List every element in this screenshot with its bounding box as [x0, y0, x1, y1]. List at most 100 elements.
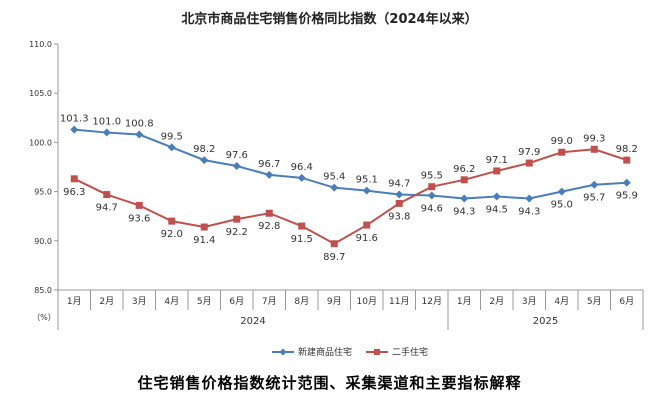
data-label: 96.3: [63, 187, 85, 198]
data-label: 96.2: [453, 164, 475, 175]
legend-label: 二手住宅: [392, 346, 428, 358]
x-tick-label: 3月: [522, 296, 537, 307]
data-point: [70, 175, 78, 183]
data-point: [233, 215, 241, 223]
data-label: 100.8: [125, 119, 154, 130]
x-tick-label: 11月: [389, 296, 409, 307]
data-point: [590, 180, 599, 189]
x-tick-label: 6月: [619, 296, 634, 307]
data-label: 91.5: [291, 234, 313, 245]
data-point: [167, 143, 176, 152]
data-label: 97.9: [518, 147, 540, 158]
x-tick-label: 8月: [294, 296, 309, 307]
legend-marker: [374, 349, 380, 355]
x-tick-label: 5月: [587, 296, 602, 307]
data-point: [135, 130, 144, 139]
data-label: 97.1: [486, 155, 508, 166]
data-point: [232, 162, 241, 171]
caption-link[interactable]: 住宅销售价格指数统计范围、采集渠道和主要指标解释: [137, 374, 522, 392]
data-point: [265, 209, 273, 217]
x-tick-label: 3月: [132, 296, 147, 307]
data-label: 95.5: [421, 171, 443, 182]
data-label: 99.5: [161, 131, 183, 142]
data-label: 92.2: [226, 227, 248, 238]
data-point: [200, 156, 209, 165]
x-tick-label: 10月: [357, 296, 377, 307]
data-label: 89.7: [323, 252, 345, 263]
data-point: [330, 240, 338, 248]
x-tick-label: 12月: [422, 296, 442, 307]
y-tick-label: 85.0: [34, 286, 52, 295]
legend-label: 新建商品住宅: [298, 346, 352, 358]
data-label: 94.3: [518, 206, 540, 217]
x-tick-label: 2月: [99, 296, 114, 307]
y-tick-label: 100.0: [29, 138, 52, 147]
data-point: [427, 191, 436, 200]
chart-title: 北京市商品住宅销售价格同比指数（2024年以来）: [181, 12, 478, 27]
data-label: 99.3: [583, 133, 605, 144]
data-point: [622, 178, 631, 187]
data-label: 91.6: [356, 233, 378, 244]
data-point: [70, 125, 79, 134]
data-label: 94.7: [388, 179, 410, 190]
data-label: 98.2: [193, 144, 215, 155]
x-tick-label: 4月: [554, 296, 569, 307]
data-point: [623, 156, 631, 164]
data-label: 95.1: [356, 175, 378, 186]
data-label: 98.2: [616, 144, 638, 155]
data-point: [200, 223, 208, 231]
data-point: [363, 221, 371, 229]
data-label: 94.7: [96, 203, 118, 214]
data-label: 91.4: [193, 235, 215, 246]
data-point: [460, 194, 469, 203]
data-label: 95.9: [616, 191, 638, 202]
data-point: [395, 199, 403, 207]
x-tick-label: 5月: [197, 296, 212, 307]
data-point: [492, 192, 501, 201]
data-label: 97.6: [226, 150, 248, 161]
x-tick-label: 6月: [229, 296, 244, 307]
data-point: [525, 159, 533, 167]
y-tick-label: 105.0: [29, 89, 52, 98]
data-point: [525, 194, 534, 203]
data-label: 94.5: [486, 205, 508, 216]
data-point: [493, 167, 501, 175]
data-point: [330, 183, 339, 192]
data-point: [297, 173, 306, 182]
y-axis-unit-label: （%）: [32, 313, 56, 322]
x-tick-label: 4月: [164, 296, 179, 307]
legend-marker: [279, 348, 287, 356]
data-label: 99.0: [551, 136, 573, 147]
data-point: [362, 186, 371, 195]
y-tick-label: 95.0: [34, 188, 52, 197]
x-tick-label: 1月: [457, 296, 472, 307]
x-tick-label: 7月: [262, 296, 277, 307]
data-point: [168, 217, 176, 225]
data-label: 93.6: [128, 213, 150, 224]
data-point: [428, 183, 436, 191]
data-label: 94.6: [421, 204, 443, 215]
x-tick-label: 9月: [327, 296, 342, 307]
data-label: 94.3: [453, 206, 475, 217]
data-point: [590, 145, 598, 153]
y-tick-label: 110.0: [29, 40, 52, 49]
data-label: 95.4: [323, 172, 345, 183]
series-line-new-homes: [74, 128, 627, 200]
data-point: [558, 148, 566, 156]
data-point: [298, 222, 306, 230]
data-point: [395, 190, 404, 199]
series-line-second-hand: [73, 148, 628, 245]
data-point: [102, 128, 111, 137]
data-label: 101.0: [92, 117, 121, 128]
data-label: 93.8: [388, 211, 410, 222]
data-label: 95.7: [583, 193, 605, 204]
data-label: 92.0: [161, 229, 183, 240]
data-point: [135, 201, 143, 209]
x-tick-label: 1月: [67, 296, 82, 307]
data-point: [460, 176, 468, 184]
data-point: [103, 191, 111, 199]
year-group-label: 2024: [240, 316, 265, 327]
data-label: 92.8: [258, 221, 280, 232]
data-label: 96.7: [258, 159, 280, 170]
x-tick-label: 2月: [489, 296, 504, 307]
